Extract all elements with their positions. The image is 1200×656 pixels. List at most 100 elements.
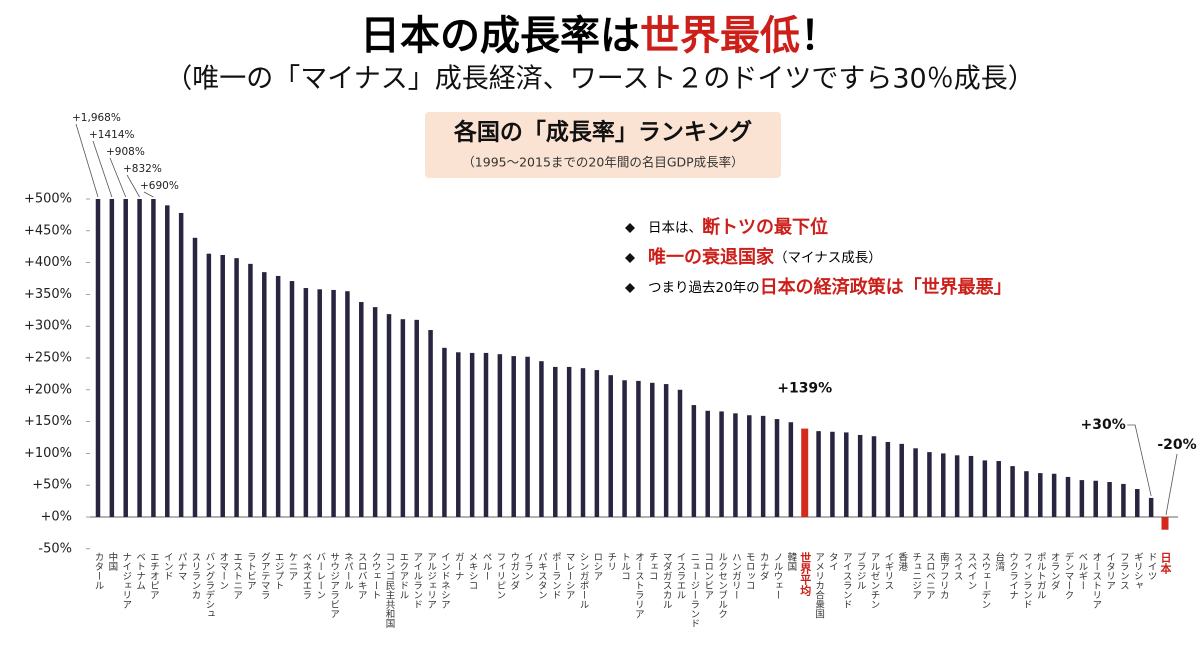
value-label: +1,968% xyxy=(72,112,121,124)
x-tick-label: ラトビア xyxy=(245,552,256,590)
bar xyxy=(1121,483,1126,517)
bar xyxy=(497,354,503,517)
bar xyxy=(553,366,558,517)
x-tick-label: ロシア xyxy=(591,552,602,581)
x-tick-label: ノルウェー xyxy=(772,552,784,600)
bar xyxy=(691,405,697,517)
bar xyxy=(774,419,780,517)
x-tick-label: フランス xyxy=(1118,552,1129,590)
bar xyxy=(206,253,212,518)
x-tick-label: ギリシャ xyxy=(1132,552,1143,590)
bar xyxy=(109,199,115,517)
x-tick-label: コロンビア xyxy=(702,552,713,600)
x-tick-label: ポルトガル xyxy=(1035,552,1047,600)
x-tick-label: フィリピン xyxy=(494,552,505,600)
x-tick-label: 台湾 xyxy=(993,551,1005,572)
bar xyxy=(1065,476,1071,517)
x-tick-label: 韓国 xyxy=(785,552,797,572)
x-tick-label: ポーランド xyxy=(550,552,562,600)
y-tick-label: +350% xyxy=(24,287,72,302)
bar xyxy=(663,384,669,517)
title-box xyxy=(425,112,781,178)
x-tick-label: コンゴ民主共和国 xyxy=(384,552,396,629)
x-tick-label: バーレーン xyxy=(314,552,326,600)
x-tick-label: ニュージーランド xyxy=(688,552,700,628)
title-part: 世界最低 xyxy=(640,13,800,59)
leader-line xyxy=(1127,424,1152,497)
bar xyxy=(913,448,918,517)
bar xyxy=(442,347,447,517)
bar xyxy=(733,413,738,517)
bar xyxy=(968,455,974,517)
y-tick-label: +400% xyxy=(24,255,72,270)
bar xyxy=(469,352,475,517)
x-tick-label: カナダ xyxy=(758,552,770,581)
bar xyxy=(95,199,101,517)
bar xyxy=(650,382,655,517)
box-subtitle: （1995〜2015までの20年間の名目GDP成長率） xyxy=(462,155,743,170)
x-tick-label: ブラジル xyxy=(855,551,867,590)
bar xyxy=(830,431,835,517)
chart-subtitle: （唯一の「マイナス」成長経済、ワースト２のドイツですら30％成長） xyxy=(165,64,1034,95)
x-tick-label: フィンランド xyxy=(1021,552,1032,609)
y-tick-label: +250% xyxy=(24,351,72,366)
bar xyxy=(899,443,904,517)
x-tick-label: チェコ xyxy=(647,552,658,581)
bar xyxy=(331,289,336,517)
x-tick-label: スロベニア xyxy=(924,552,936,600)
annotation-part: つまり過去20年の xyxy=(648,280,760,296)
value-label: +30% xyxy=(1081,417,1126,433)
x-tick-label: エストニア xyxy=(231,552,243,600)
y-tick-label: +450% xyxy=(24,223,72,238)
x-tick-label: イタリア xyxy=(1104,552,1116,590)
bar xyxy=(705,410,710,517)
bar xyxy=(248,263,253,517)
leader-line xyxy=(75,123,99,198)
bar xyxy=(1010,466,1015,517)
bar xyxy=(816,431,821,517)
bar xyxy=(359,302,364,517)
bar xyxy=(220,254,225,517)
x-tick-label: ケニア xyxy=(287,552,299,581)
x-tick-label: シンガポール xyxy=(578,552,590,609)
x-tick-label: ルクセンブルク xyxy=(716,552,728,619)
x-tick-label: エクアドル xyxy=(397,552,409,600)
annotation-part: 日本の経済政策は「世界最悪」 xyxy=(760,276,1012,298)
x-tick-label: アルジェリア xyxy=(425,552,437,609)
bar xyxy=(1024,471,1029,517)
value-label: +1414% xyxy=(89,129,135,141)
y-tick-label: +100% xyxy=(24,446,72,461)
x-tick-label: ハンガリー xyxy=(730,552,742,600)
x-tick-label: スペイン xyxy=(966,552,978,590)
leader-line xyxy=(143,191,154,198)
bar xyxy=(275,275,281,517)
leader-line xyxy=(109,157,127,198)
bar xyxy=(844,432,849,517)
bullet xyxy=(625,283,635,293)
y-tick-label: +300% xyxy=(24,319,72,334)
x-tick-label: エジプト xyxy=(273,552,285,590)
bar xyxy=(857,434,863,517)
y-tick-label: +150% xyxy=(24,414,72,429)
x-tick-label: チリ xyxy=(605,552,616,571)
bar xyxy=(303,288,309,517)
value-label: +690% xyxy=(140,180,179,192)
x-tick-label: オーストリア xyxy=(1090,552,1102,609)
x-tick-label: エチオピア xyxy=(148,552,160,600)
bar xyxy=(747,415,752,517)
leader-line xyxy=(126,174,140,198)
x-tick-label: モロッコ xyxy=(744,552,755,590)
leader-line xyxy=(1165,453,1178,516)
title-part: ！ xyxy=(800,13,840,59)
bar xyxy=(151,199,156,517)
x-tick-label: バングラデシュ xyxy=(203,552,215,619)
bar xyxy=(400,319,406,517)
bar xyxy=(262,272,267,517)
bar xyxy=(927,452,932,517)
bar xyxy=(1093,480,1098,517)
bar xyxy=(137,199,142,517)
x-tick-label: ウクライナ xyxy=(1007,552,1019,600)
bar xyxy=(1161,517,1169,530)
bar xyxy=(511,356,516,517)
